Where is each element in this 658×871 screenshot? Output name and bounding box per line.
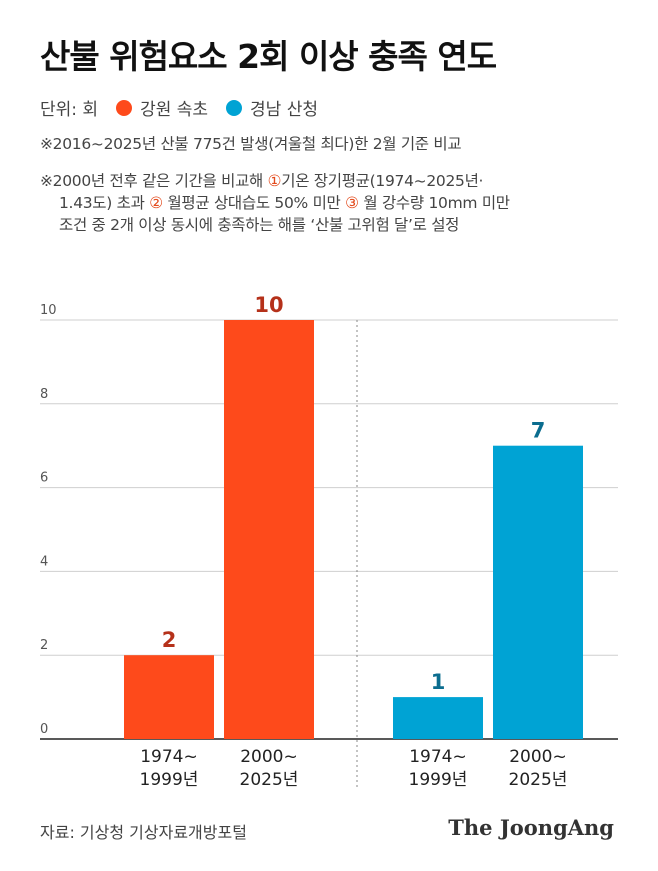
x-tick-label-0-0-line1: 1974~ — [140, 747, 198, 767]
note-marker-2: ② — [149, 194, 163, 212]
legend-label-sancheong: 경남 산청 — [250, 100, 318, 120]
brand-logo: The JoongAng — [448, 815, 614, 840]
x-tick-label-1-0-line2: 1999년 — [409, 770, 468, 790]
x-tick-label-0-1-line2: 2025년 — [240, 770, 299, 790]
y-tick-label-8: 8 — [40, 387, 48, 402]
legend: 단위: 회 강원 속초 경남 산청 — [40, 95, 318, 120]
note-criteria-rule: 조건 중 2개 이상 동시에 충족하는 해를 ‘산불 고위험 달’로 설정 — [59, 216, 460, 234]
bar-0-1 — [224, 320, 314, 739]
y-tick-label-2: 2 — [40, 638, 48, 653]
bar-1-1 — [493, 445, 583, 739]
note-marker-3: ③ — [345, 194, 359, 212]
note-criteria-1a: 기온 장기평균(1974~2025년· — [281, 172, 484, 190]
note-marker-1: ① — [267, 172, 282, 190]
bar-0-0 — [124, 655, 214, 739]
x-tick-label-1-0-line1: 1974~ — [409, 747, 467, 767]
legend-label-sokcho: 강원 속초 — [140, 100, 209, 120]
y-tick-label-6: 6 — [40, 471, 48, 486]
note-criteria: ※2000년 전후 같은 기간을 비교해 ①기온 장기평균(1974~2025년… — [40, 170, 510, 236]
note-criteria-1b: 1.43도) 초과 — [59, 194, 150, 212]
legend-swatch-sancheong — [226, 99, 243, 116]
x-tick-label-1-1-line2: 2025년 — [509, 770, 568, 790]
data-label-0-1: 10 — [254, 293, 283, 317]
note-criteria-3: 월 강수량 10mm 미만 — [358, 194, 510, 212]
data-label-1-0: 1 — [431, 670, 446, 694]
note-period: ※2016~2025년 산불 775건 발생(겨울철 최다)한 2월 기준 비교 — [40, 135, 462, 153]
legend-swatch-sokcho — [116, 99, 133, 116]
note-criteria-2: 월평균 상대습도 50% 미만 — [162, 194, 346, 212]
x-tick-label-0-0-line2: 1999년 — [140, 770, 199, 790]
data-label-0-0: 2 — [162, 628, 177, 652]
source-text: 자료: 기상청 기상자료개방포털 — [40, 823, 247, 842]
bar-1-0 — [393, 697, 483, 739]
y-tick-label-10: 10 — [40, 303, 57, 318]
x-tick-label-0-1-line1: 2000~ — [240, 747, 298, 767]
y-tick-label-0: 0 — [40, 722, 48, 737]
note-criteria-intro: ※2000년 전후 같은 기간을 비교해 — [40, 172, 268, 190]
y-tick-label-4: 4 — [40, 554, 48, 569]
chart-title: 산불 위험요소 2회 이상 충족 연도 — [40, 37, 497, 76]
x-tick-label-1-1-line1: 2000~ — [509, 747, 567, 767]
data-label-1-1: 7 — [531, 419, 546, 443]
unit-label: 단위: 회 — [40, 100, 99, 120]
